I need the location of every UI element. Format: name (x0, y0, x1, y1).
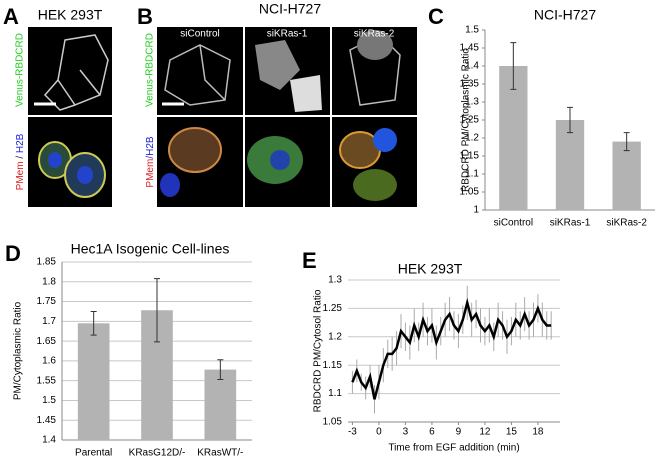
error-bar (510, 42, 517, 90)
line (351, 297, 552, 400)
error-bar (217, 359, 224, 380)
panel-letter: E (302, 248, 317, 273)
x-tick-label: Parental (75, 448, 112, 459)
channel-red: PMem (15, 161, 26, 190)
chart-title: HEK 293T (398, 261, 463, 277)
bar (612, 141, 641, 210)
y-tick-label: 1.2 (328, 331, 342, 342)
panel-letter: B (137, 4, 153, 29)
y-axis-label: RBDCRD PM/Cytosol Ratio (313, 289, 324, 412)
y-axis-label: RBDCRD PM/Cytoplasmic Ratio (461, 48, 472, 192)
chart-title: Hec1A Isogenic Cell-lines (71, 241, 230, 257)
y-tick-label: 1.05 (460, 187, 480, 198)
channel-sep: / (15, 156, 26, 159)
column-label: siControl (180, 29, 219, 40)
x-tick-label: siKRas-1 (550, 218, 591, 229)
y-tick-label: 1.45 (37, 415, 57, 426)
y-tick-label: 1.2 (465, 133, 479, 144)
channel-label: PMem/H2B (145, 136, 156, 187)
column-label: siKRas-2 (354, 29, 395, 40)
y-tick-label: 1.8 (42, 276, 56, 287)
y-tick-label: 1.15 (460, 151, 480, 162)
error-bar (90, 310, 97, 336)
x-tick-label: siControl (494, 218, 533, 229)
y-tick-label: 1.4 (465, 61, 479, 72)
x-tick-label: 3 (403, 427, 409, 438)
y-tick-label: 1.3 (328, 275, 342, 286)
column-label: siKRas-1 (267, 29, 308, 40)
bar (555, 120, 585, 210)
micrograph (28, 27, 112, 115)
x-tick-label: 18 (532, 427, 544, 438)
y-tick-label: 1.7 (42, 316, 56, 327)
y-tick-label: 1.45 (460, 43, 480, 54)
channel-label: Venus-RBDCRD (145, 33, 156, 107)
y-tick-label: 1.65 (37, 336, 57, 347)
y-tick-label: 1.1 (328, 388, 342, 399)
x-tick-label: 0 (376, 427, 382, 438)
y-tick-label: 1.75 (37, 296, 57, 307)
x-tick-label: 6 (429, 427, 435, 438)
y-tick-label: 1.05 (323, 417, 343, 428)
y-tick-label: 1.25 (323, 303, 343, 314)
y-tick-label: 1.5 (42, 395, 56, 406)
x-axis-label: Time from EGF addition (min) (388, 443, 519, 454)
bar (77, 323, 110, 440)
error-bar (154, 278, 160, 343)
y-tick-label: 1.35 (460, 79, 480, 90)
y-tick-label: 1.1 (465, 169, 479, 180)
x-tick-label: 15 (506, 427, 518, 438)
y-tick-label: 1.55 (37, 375, 57, 386)
x-tick-label: 9 (456, 427, 462, 438)
cells-merge (38, 141, 106, 198)
bar (204, 369, 237, 440)
error-bar (567, 106, 573, 134)
panel-letter: D (5, 241, 21, 266)
channel-red: PMem (145, 159, 156, 188)
channel-blue: /H2B (145, 136, 156, 159)
bar (499, 66, 528, 210)
error-bar (623, 132, 630, 152)
panel-letter: A (3, 4, 19, 29)
x-tick-label: 12 (479, 427, 491, 438)
x-tick-label: -3 (348, 427, 357, 438)
y-axis-label: PM/Cytoplasmic Ratio (13, 301, 24, 400)
y-tick-label: 1.85 (37, 257, 57, 268)
y-tick-label: 1.5 (465, 25, 479, 36)
y-tick-label: 1.3 (465, 97, 479, 108)
channel-label: Venus-RBDCRD (15, 33, 26, 107)
y-tick-label: 1.6 (42, 356, 56, 367)
y-tick-label: 1.15 (323, 360, 343, 371)
x-tick-label: KRasG12D/- (129, 448, 186, 459)
y-tick-label: 1 (473, 205, 479, 216)
panel-title: NCI-H727 (259, 1, 321, 17)
y-tick-label: 1.4 (42, 435, 56, 446)
channel-blue: H2B (15, 133, 26, 153)
channel-label: PMem / H2B (15, 133, 26, 190)
x-tick-label: siKRas-2 (606, 218, 647, 229)
micrograph-grid (157, 27, 417, 207)
x-tick-label: KRasWT/- (197, 448, 243, 459)
panel-title: HEK 293T (38, 7, 103, 23)
y-tick-label: 1.25 (460, 115, 480, 126)
panel-letter: C (428, 4, 444, 29)
chart-title: NCI-H727 (534, 7, 596, 23)
